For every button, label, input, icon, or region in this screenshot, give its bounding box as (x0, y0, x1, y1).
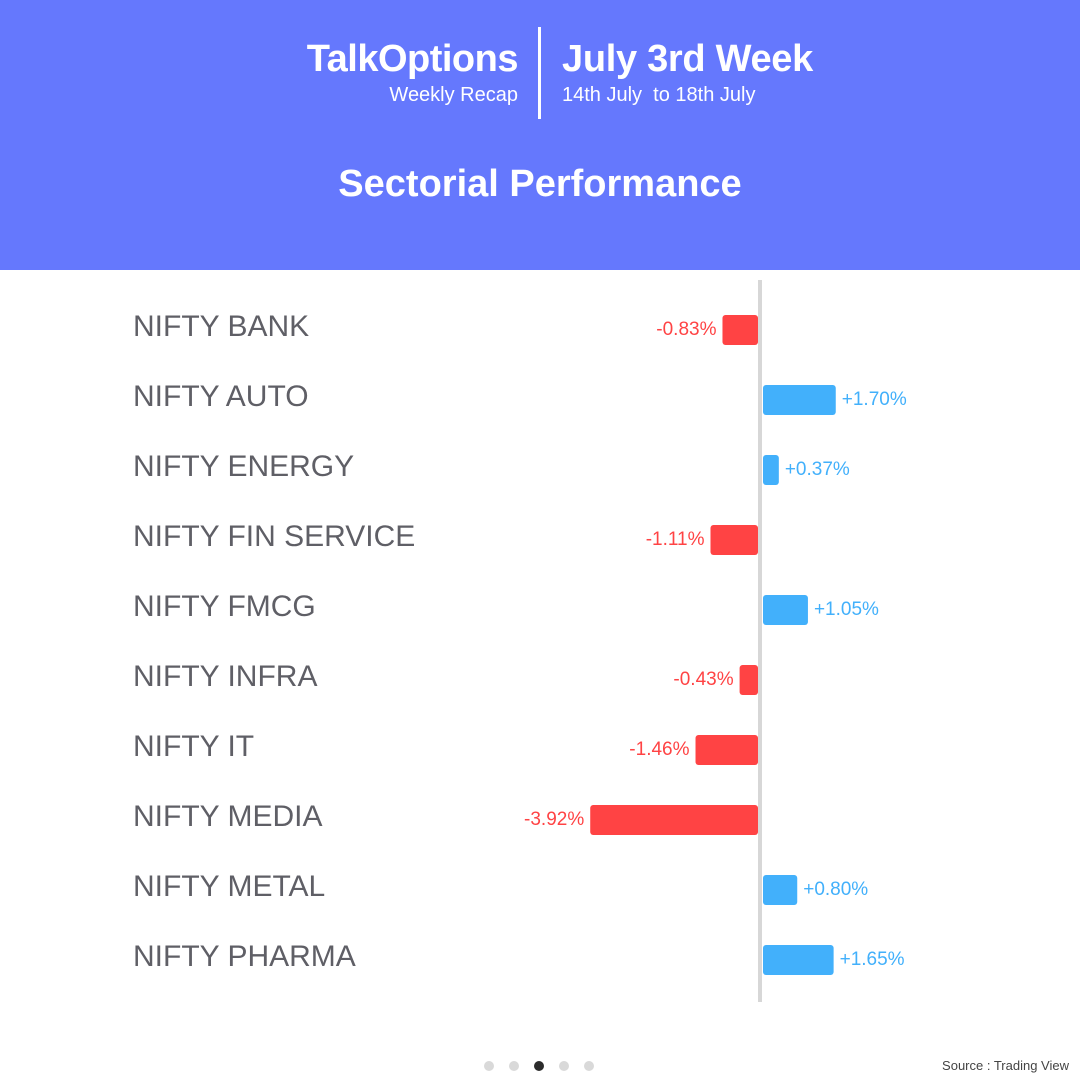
source-note: Source : Trading View (942, 1058, 1069, 1073)
brand-block: TalkOptions Weekly Recap (306, 38, 519, 108)
value-label: -3.92% (524, 809, 584, 830)
week-block: July 3rd Week 14th July to 18th July (562, 38, 813, 108)
pager-dot[interactable] (584, 1061, 594, 1071)
value-label: +1.70% (842, 389, 907, 410)
bar-nifty-pharma (763, 945, 834, 975)
bar-nifty-it (695, 735, 758, 765)
header-banner: TalkOptions Weekly Recap July 3rd Week 1… (0, 0, 1080, 270)
category-label: NIFTY INFRA (133, 660, 317, 693)
pager-dot[interactable] (509, 1061, 519, 1071)
bar-nifty-energy (763, 455, 779, 485)
page-title: Sectorial Performance (338, 163, 742, 205)
category-label: NIFTY MEDIA (133, 800, 322, 833)
category-label: NIFTY METAL (133, 870, 325, 903)
category-label: NIFTY AUTO (133, 380, 309, 413)
value-label: +1.05% (814, 599, 879, 620)
category-label: NIFTY BANK (133, 310, 309, 343)
brand-name: TalkOptions (306, 38, 519, 80)
value-label: +0.37% (785, 459, 850, 480)
value-label: -0.83% (656, 319, 716, 340)
pager-dot[interactable] (484, 1061, 494, 1071)
bar-nifty-auto (763, 385, 836, 415)
category-label: NIFTY ENERGY (133, 450, 354, 483)
week-range: 14th July to 18th July (562, 84, 756, 106)
pager-dot[interactable] (534, 1061, 544, 1071)
bar-nifty-media (590, 805, 758, 835)
category-label: NIFTY FMCG (133, 590, 316, 623)
bar-nifty-infra (739, 665, 758, 695)
bar-nifty-fmcg (763, 595, 808, 625)
value-label: -0.43% (673, 669, 733, 690)
category-label: NIFTY FIN SERVICE (133, 520, 415, 553)
pager-dot[interactable] (559, 1061, 569, 1071)
category-label: NIFTY IT (133, 730, 254, 763)
value-label: -1.11% (646, 529, 705, 550)
sector-bar-chart: NIFTY BANK -0.83% NIFTY AUTO +1.70% NIFTY EN… (133, 280, 907, 1002)
brand-subtitle: Weekly Recap (389, 84, 518, 106)
category-label: NIFTY PHARMA (133, 940, 356, 973)
week-title: July 3rd Week (562, 38, 813, 80)
value-label: +0.80% (803, 879, 868, 900)
bar-nifty-fin-service (710, 525, 758, 555)
bar-nifty-bank (722, 315, 758, 345)
value-label: +1.65% (840, 949, 905, 970)
zero-axis-line (758, 280, 762, 1002)
bar-nifty-metal (763, 875, 798, 905)
value-label: -1.46% (629, 739, 689, 760)
header-divider (538, 27, 541, 119)
